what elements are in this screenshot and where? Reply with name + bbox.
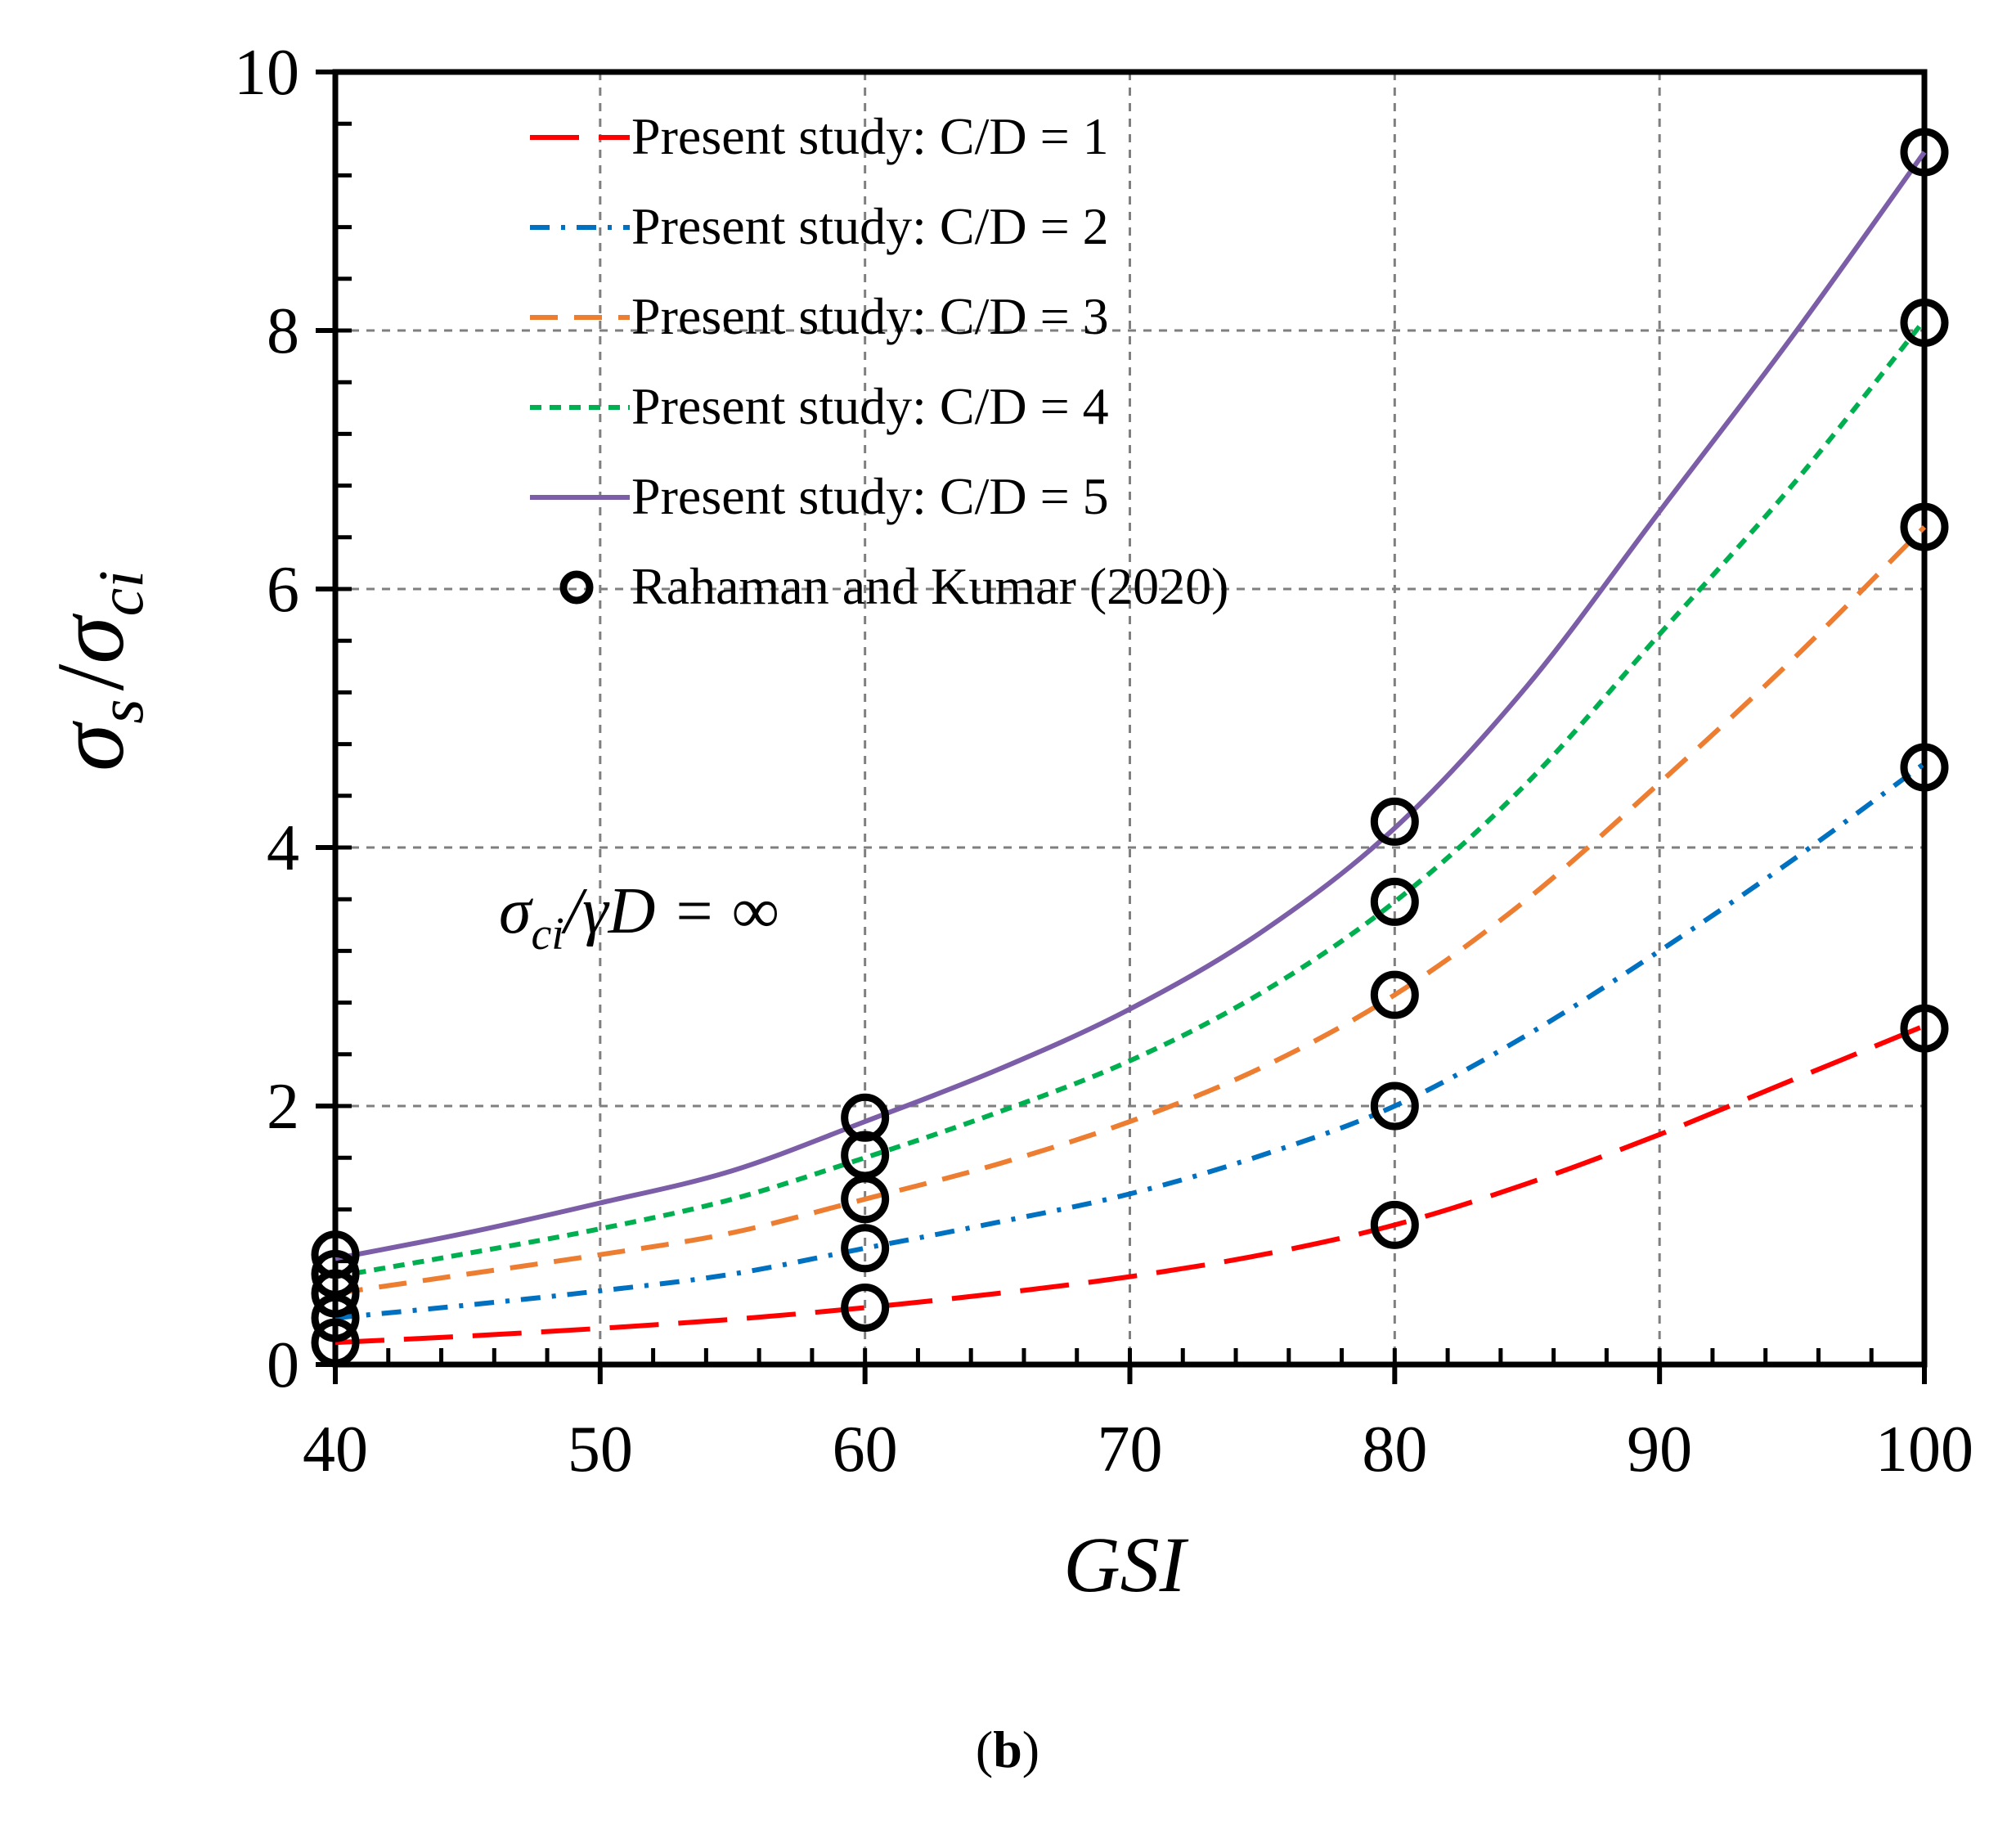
legend: Present study: C/D = 1 Present study: C/D… [530,107,1228,615]
legend-label-6: Rahaman and Kumar (2020) [631,557,1228,615]
data-point-rahaman-kumar [1900,502,1949,551]
data-point-rahaman-kumar [1900,1004,1949,1053]
data-point-rahaman-kumar [1370,970,1419,1019]
markers [311,128,1949,1367]
x-tick-label-90: 90 [1627,1414,1692,1486]
y-tick-label-10: 10 [234,37,299,109]
legend-label-3: Present study: C/D = 3 [631,287,1109,345]
x-tick-label-70: 70 [1098,1414,1163,1486]
series-line-cd-5 [335,151,1927,1261]
series-line-cd-3 [335,525,1927,1297]
data-point-rahaman-kumar [1370,1200,1419,1249]
data-point-rahaman-kumar [841,1224,890,1273]
axes [316,69,1928,1384]
data-point-rahaman-kumar [311,1318,360,1367]
legend-label-4: Present study: C/D = 4 [631,377,1109,435]
x-tick-label-100: 100 [1875,1414,1973,1486]
plot-frame [332,69,1928,1368]
tick-labels: 40 50 60 70 80 90 100 0 2 4 6 8 10 [234,37,1973,1486]
data-point-rahaman-kumar [841,1093,890,1142]
data-point-rahaman-kumar [311,1249,360,1298]
x-axis-title: GSI [1063,1521,1188,1608]
x-tick-label-60: 60 [833,1414,898,1486]
y-axis-title: σs/σci [37,570,156,771]
curves [335,151,1927,1346]
series-line-cd-1 [335,1023,1926,1346]
x-tick-label-50: 50 [568,1414,633,1486]
x-tick-label-80: 80 [1362,1414,1427,1486]
series-line-cd-2 [335,761,1926,1321]
y-tick-label-8: 8 [267,295,299,367]
y-tick-label-4: 4 [267,812,299,884]
y-tick-label-0: 0 [267,1329,299,1401]
data-point-rahaman-kumar [841,1283,890,1332]
annotation-sigma-ratio: σci/γD = ∞ [499,875,779,960]
y-tick-label-6: 6 [267,554,299,626]
y-tick-label-2: 2 [267,1071,299,1143]
legend-marker-rahaman-kumar [559,570,594,605]
legend-label-5: Present study: C/D = 5 [631,467,1109,525]
data-point-rahaman-kumar [311,1230,360,1279]
data-point-rahaman-kumar [1900,128,1949,177]
legend-label-1: Present study: C/D = 1 [631,107,1109,165]
legend-label-2: Present study: C/D = 2 [631,197,1109,255]
data-point-rahaman-kumar [1900,299,1949,348]
data-point-rahaman-kumar [1900,743,1949,792]
data-point-rahaman-kumar [1370,797,1419,846]
data-point-rahaman-kumar [1370,877,1419,926]
panel-label: (b) [976,1720,1039,1778]
x-tick-label-40: 40 [303,1414,368,1486]
data-point-rahaman-kumar [1370,1081,1419,1131]
grid [335,72,1924,1365]
